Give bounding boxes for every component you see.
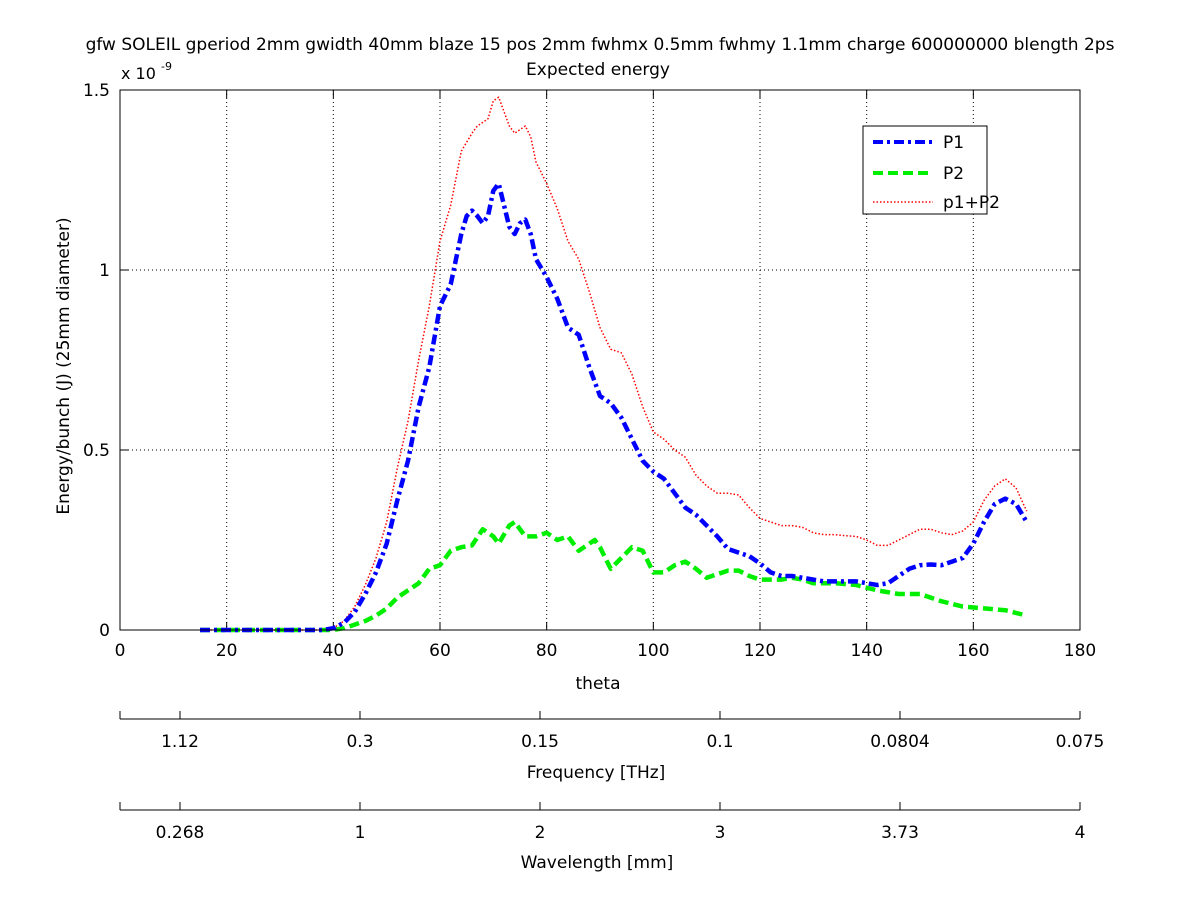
y-exponent-base: x 10 (121, 64, 156, 83)
y-exponent-power: -9 (161, 60, 172, 73)
series-line-p1-p2 (200, 96, 1028, 631)
legend-label-p2: P2 (943, 164, 964, 184)
x-tick-label: 60 (429, 641, 451, 661)
wavelength-axis-label: Wavelength [mm] (521, 853, 674, 873)
x-tick-label: 0 (115, 641, 126, 661)
frequency-tick-label: 1.12 (161, 732, 199, 752)
x-tick-label: 140 (850, 641, 882, 661)
x-tick-label: 40 (323, 641, 345, 661)
legend-label-p1p2: p1+P2 (943, 193, 1000, 213)
series-line-p2 (200, 519, 1028, 633)
chart-title: gfw SOLEIL gperiod 2mm gwidth 40mm blaze… (86, 35, 1115, 55)
x-tick-label: 80 (536, 641, 558, 661)
frequency-tick-label: 0.15 (521, 732, 559, 752)
x-tick-label: 120 (744, 641, 776, 661)
y-tick-label: 1.5 (83, 81, 110, 101)
x-tick-label: 180 (1064, 641, 1096, 661)
wavelength-axis: 0.268 1 2 3 3.73 4 Wavelength [mm] (119, 802, 1086, 873)
chart-subtitle: Expected energy (526, 60, 670, 80)
y-tick-label: 0.5 (83, 441, 110, 461)
frequency-axis: 1.12 0.3 0.15 0.1 0.0804 0.075 Frequency [THz… (119, 711, 1105, 783)
frequency-tick-label: 0.0804 (870, 732, 929, 752)
wavelength-tick-label: 2 (535, 823, 546, 843)
y-tick-label: 1 (99, 261, 110, 281)
legend: P1 P2 p1+P2 (862, 125, 1000, 215)
frequency-tick-label: 0.3 (346, 732, 373, 752)
x-tick-label: 160 (957, 641, 989, 661)
series-line-p1 (200, 181, 1029, 633)
frequency-tick-label: 0.075 (1056, 732, 1105, 752)
legend-label-p1: P1 (943, 133, 964, 153)
wavelength-tick-label: 4 (1075, 823, 1086, 843)
wavelength-tick-label: 3 (715, 823, 726, 843)
plot-border (119, 89, 1081, 631)
y-exponent-label: x 10 -9 (121, 60, 172, 83)
wavelength-tick-label: 1 (355, 823, 366, 843)
frequency-axis-label: Frequency [THz] (527, 763, 666, 783)
wavelength-tick-label: 0.268 (156, 823, 205, 843)
y-tick-label: 0 (99, 621, 110, 641)
x-axis-label: theta (576, 674, 621, 694)
x-tick-label: 20 (216, 641, 238, 661)
svg-text:x 10 -9: x 10 -9 (121, 60, 172, 83)
frequency-tick-label: 0.1 (706, 732, 733, 752)
y-axis-label: Energy/bunch (J) (25mm diameter) (54, 217, 74, 514)
wavelength-tick-label: 3.73 (881, 823, 919, 843)
x-tick-label: 100 (637, 641, 669, 661)
